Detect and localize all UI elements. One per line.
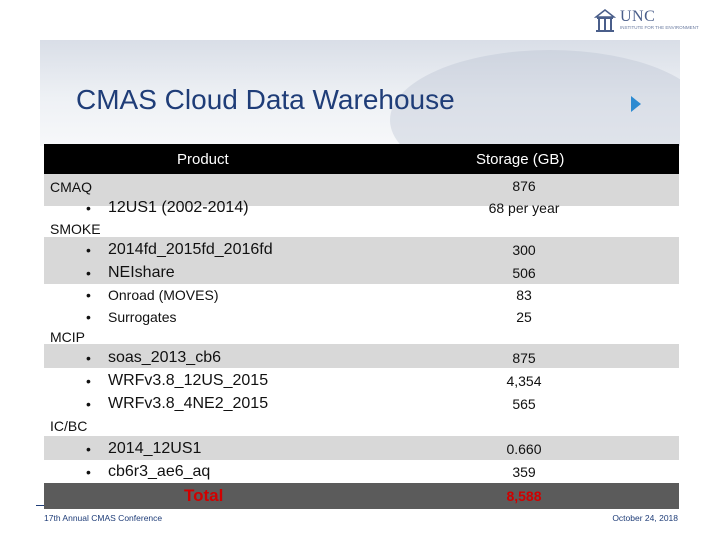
bullet: • xyxy=(86,350,91,366)
value-onroad: 83 xyxy=(516,287,532,303)
category-icbc: IC/BC xyxy=(50,418,88,434)
item-neishare: NEIshare xyxy=(108,264,175,281)
bullet: • xyxy=(86,287,91,303)
category-smoke: SMOKE xyxy=(50,221,101,237)
bullet: • xyxy=(86,265,91,281)
table-row-band xyxy=(44,237,679,284)
value-2014-12us1: 0.660 xyxy=(506,441,542,457)
item-wrf-4ne2: WRFv3.8_4NE2_2015 xyxy=(108,395,269,412)
value-wrf-4ne2: 565 xyxy=(512,396,536,412)
value-12us1: 876 xyxy=(512,178,536,194)
item-2014-12us1: 2014_12US1 xyxy=(108,440,202,457)
value-soas: 875 xyxy=(512,350,536,366)
total-row-band xyxy=(44,483,679,509)
item-2014fd: 2014fd_2015fd_2016fd xyxy=(108,241,273,258)
item-cb6r3: cb6r3_ae6_aq xyxy=(108,463,211,480)
category-cmaq: CMAQ xyxy=(50,179,92,195)
bullet: • xyxy=(86,396,91,412)
value-2014fd: 300 xyxy=(512,242,536,258)
bullet: • xyxy=(86,441,91,457)
chevron-right-icon xyxy=(631,96,641,112)
slide-title: CMAS Cloud Data Warehouse xyxy=(76,84,455,115)
value-cb6r3: 359 xyxy=(512,464,536,480)
data-table: Product Storage (GB) CMAQ • 12US1 (2002-… xyxy=(44,144,679,509)
logo-wordmark: UNC xyxy=(620,8,656,25)
value-surrogates: 25 xyxy=(516,309,532,325)
table-row-band xyxy=(44,174,679,206)
footer-conference: 17th Annual CMAS Conference xyxy=(44,513,163,523)
old-well-icon xyxy=(594,9,616,32)
value-12us1-per-year: 68 per year xyxy=(488,200,560,216)
header-storage: Storage (GB) xyxy=(476,151,565,168)
table-row-band xyxy=(44,344,679,368)
item-wrf-12us: WRFv3.8_12US_2015 xyxy=(108,372,269,389)
table-header: Product Storage (GB) xyxy=(44,144,679,174)
footer-date: October 24, 2018 xyxy=(612,513,678,523)
item-soas: soas_2013_cb6 xyxy=(108,349,221,366)
logo-subtitle: INSTITUTE FOR THE ENVIRONMENT xyxy=(620,25,699,30)
value-wrf-12us: 4,354 xyxy=(506,373,542,389)
title-banner: CMAS Cloud Data Warehouse xyxy=(40,40,680,146)
footer-rule xyxy=(36,505,44,506)
unc-logo: UNC INSTITUTE FOR THE ENVIRONMENT xyxy=(592,8,699,34)
bullet: • xyxy=(86,309,91,325)
total-value: 8,588 xyxy=(506,488,542,504)
bullet: • xyxy=(86,242,91,258)
table-row-band xyxy=(44,436,679,460)
header-product: Product xyxy=(177,151,229,168)
item-onroad: Onroad (MOVES) xyxy=(108,287,219,303)
item-surrogates: Surrogates xyxy=(108,309,177,325)
bullet: • xyxy=(86,200,91,216)
category-mcip: MCIP xyxy=(50,329,85,345)
total-label: Total xyxy=(184,486,224,505)
value-neishare: 506 xyxy=(512,265,536,281)
bullet: • xyxy=(86,373,91,389)
bullet: • xyxy=(86,464,91,480)
item-12us1: 12US1 (2002-2014) xyxy=(108,199,249,216)
